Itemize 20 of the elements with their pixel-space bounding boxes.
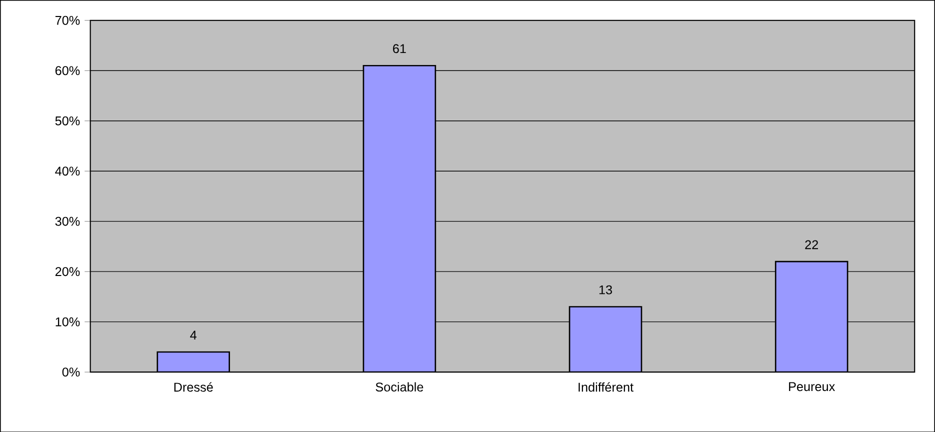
bar: [156, 351, 230, 372]
y-tick-label: 60%: [55, 66, 80, 75]
y-tick-label: 10%: [56, 317, 80, 326]
y-tick-label: 20%: [55, 266, 80, 276]
bar: [568, 306, 642, 372]
y-tick-label: 40%: [55, 166, 80, 176]
y-tick-label: 0%: [62, 367, 80, 376]
data-label: 22: [805, 240, 818, 249]
x-tick-label: Peureux: [789, 382, 835, 391]
data-label: 4: [190, 330, 197, 340]
bar: [774, 260, 848, 372]
y-tick-label: 30%: [55, 216, 80, 226]
x-tick-label: Sociable: [376, 382, 424, 392]
y-tick-label: 70%: [55, 16, 80, 25]
data-label: 61: [393, 44, 406, 53]
x-tick-label: Indifférent: [578, 382, 634, 392]
y-tick-label: 50%: [55, 116, 80, 126]
data-label: 13: [599, 285, 612, 294]
bar: [362, 64, 436, 372]
x-tick-label: Dressé: [174, 382, 213, 392]
